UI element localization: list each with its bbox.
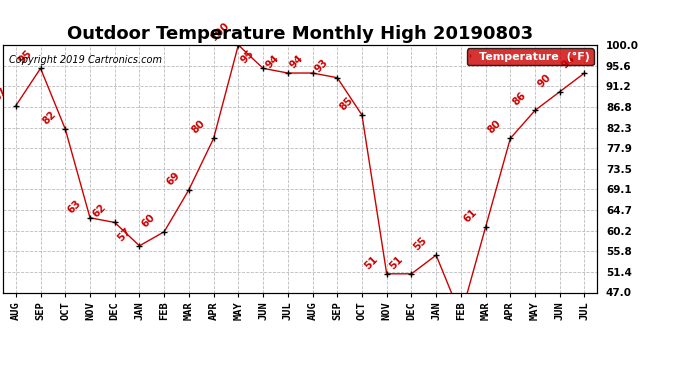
Legend: Temperature  (°F): Temperature (°F) bbox=[467, 48, 593, 65]
Title: Outdoor Temperature Monthly High 20190803: Outdoor Temperature Monthly High 2019080… bbox=[67, 26, 533, 44]
Text: 94: 94 bbox=[288, 53, 306, 70]
Text: 60: 60 bbox=[140, 212, 157, 229]
Text: 62: 62 bbox=[90, 202, 108, 220]
Text: 94: 94 bbox=[264, 53, 281, 70]
Text: 69: 69 bbox=[165, 170, 182, 187]
Text: 63: 63 bbox=[66, 198, 83, 215]
Text: 61: 61 bbox=[462, 207, 479, 224]
Text: 55: 55 bbox=[412, 235, 429, 252]
Text: 51: 51 bbox=[387, 254, 404, 271]
Text: 85: 85 bbox=[337, 95, 355, 112]
Text: 87: 87 bbox=[0, 86, 9, 103]
Text: 51: 51 bbox=[362, 254, 380, 271]
Text: 95: 95 bbox=[239, 48, 256, 66]
Text: 80: 80 bbox=[486, 118, 504, 136]
Text: 93: 93 bbox=[313, 58, 331, 75]
Text: 42: 42 bbox=[0, 374, 1, 375]
Text: 94: 94 bbox=[560, 53, 578, 70]
Text: 100: 100 bbox=[209, 20, 231, 42]
Text: 90: 90 bbox=[535, 72, 553, 89]
Text: 86: 86 bbox=[511, 90, 528, 108]
Text: 80: 80 bbox=[189, 118, 207, 136]
Text: 82: 82 bbox=[41, 109, 59, 126]
Text: 95: 95 bbox=[17, 48, 34, 66]
Text: 57: 57 bbox=[115, 226, 132, 243]
Text: Copyright 2019 Cartronics.com: Copyright 2019 Cartronics.com bbox=[10, 55, 162, 65]
